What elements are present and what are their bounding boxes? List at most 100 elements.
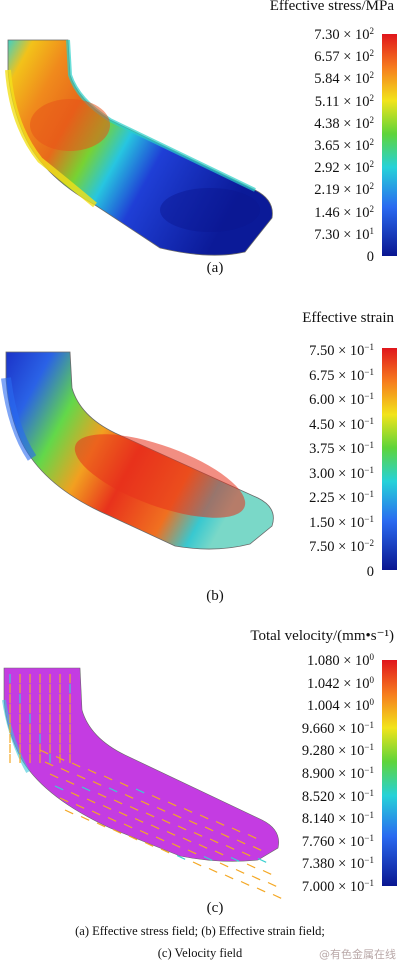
tick-base: × 10 — [334, 788, 365, 805]
colorbar-tick-label: 9.280 × 10−1 — [302, 742, 374, 759]
tick-exponent: −1 — [364, 810, 374, 821]
velocity-arrow — [204, 826, 214, 832]
tick-exponent: −1 — [364, 513, 374, 524]
tick-base: × 10 — [334, 343, 365, 359]
velocity-arrow — [151, 794, 161, 800]
tick-exponent: −1 — [364, 855, 374, 866]
tick-base: × 10 — [339, 182, 370, 199]
colorbar-title: Total velocity/(mm•s⁻¹) — [250, 628, 394, 644]
tick-exponent: −1 — [364, 415, 374, 426]
tick-base: × 10 — [334, 490, 365, 506]
tick-exponent: 2 — [369, 70, 375, 81]
tick-base: × 10 — [334, 416, 365, 433]
velocity-arrow — [49, 773, 59, 779]
velocity-arrow — [60, 767, 70, 773]
velocity-arrow — [183, 807, 193, 813]
velocity-arrow — [81, 786, 91, 792]
strain-field-plot — [1, 351, 274, 550]
velocity-arrow — [224, 874, 234, 880]
tick-mantissa: 2.25 — [309, 490, 335, 506]
colorbar-tick-label: 1.042 × 100 — [307, 674, 375, 692]
tick-exponent: −1 — [364, 765, 374, 775]
velocity-arrow — [145, 812, 155, 818]
tick-exponent: 2 — [369, 26, 375, 36]
tick-exponent: −1 — [364, 489, 374, 499]
tick-base: × 10 — [334, 766, 365, 782]
tick-base: × 10 — [339, 49, 370, 66]
tick-exponent: 2 — [369, 137, 375, 147]
tick-exponent: −1 — [364, 832, 374, 843]
tick-exponent: −1 — [364, 787, 374, 798]
tick-mantissa: 7.30 — [314, 226, 340, 243]
tick-mantissa: 8.900 — [301, 766, 335, 782]
velocity-arrow — [167, 801, 177, 807]
tick-mantissa: 7.000 — [301, 879, 335, 895]
velocity-arrow — [182, 837, 192, 843]
tick-base: × 10 — [339, 653, 370, 669]
colorbar-tick-label: 7.50 × 10−2 — [309, 538, 374, 555]
velocity-arrow — [80, 815, 90, 821]
velocity-arrow — [108, 787, 118, 793]
tick-mantissa: 3.75 — [309, 441, 335, 457]
velocity-arrow — [160, 848, 170, 854]
velocity-arrow — [240, 880, 250, 886]
colorbar-tick-label: 4.50 × 10−1 — [309, 415, 374, 433]
velocity-arrow — [251, 875, 261, 881]
velocity-arrow — [124, 793, 134, 799]
tick-exponent: 0 — [369, 652, 375, 662]
tick-exponent: 0 — [369, 674, 375, 685]
panel-label: (b) — [206, 588, 224, 604]
tick-exponent: −1 — [364, 366, 374, 377]
tick-exponent: 0 — [369, 697, 375, 708]
tick-mantissa: 6.57 — [314, 49, 340, 66]
velocity-arrow — [203, 855, 213, 861]
colorbar-tick-label: 2.92 × 102 — [314, 159, 374, 176]
velocity-arrow — [187, 849, 197, 855]
colorbar-tick-label: 3.00 × 10−1 — [309, 465, 374, 482]
colorbar-tick-label: 6.57 × 102 — [314, 48, 375, 66]
colorbar-tick-label: 7.30 × 102 — [314, 26, 375, 43]
velocity-arrow — [103, 775, 113, 781]
colorbar-tick-label: 9.660 × 10−1 — [302, 720, 374, 737]
velocity-arrow — [39, 749, 49, 755]
tick-base: × 10 — [334, 833, 365, 850]
velocity-arrow — [161, 818, 171, 824]
tick-exponent: 2 — [369, 48, 375, 59]
velocity-arrow — [272, 893, 282, 899]
velocity-arrow — [59, 797, 69, 803]
velocity-arrow — [97, 792, 107, 798]
tick-mantissa: 1.004 — [306, 698, 340, 715]
velocity-arrow — [86, 798, 96, 804]
tick-mantissa: 7.380 — [301, 856, 335, 873]
velocity-arrow — [267, 881, 277, 887]
tick-exponent: 1 — [369, 225, 375, 236]
tick-mantissa: 1.080 — [306, 653, 340, 669]
tick-mantissa: 0 — [366, 563, 374, 580]
colorbar-tick-label: 4.38 × 102 — [314, 115, 374, 132]
colorbar-tick-label: 7.380 × 10−1 — [301, 855, 374, 873]
tick-base: × 10 — [339, 93, 370, 110]
velocity-arrow — [139, 829, 149, 835]
tick-base: × 10 — [334, 465, 365, 482]
tick-mantissa: 3.65 — [314, 138, 340, 154]
velocity-arrow — [107, 816, 117, 822]
velocity-arrow — [257, 857, 267, 863]
colorbar-title: Effective strain — [302, 310, 394, 326]
colorbar-tick-label: 2.25 × 10−1 — [309, 489, 374, 506]
colorbar-tick-label: 7.30 × 101 — [314, 225, 375, 243]
velocity-arrow — [91, 810, 101, 816]
velocity-arrow — [150, 824, 160, 830]
tick-mantissa: 4.38 — [314, 115, 340, 132]
tick-exponent: −1 — [364, 878, 374, 888]
velocity-arrow — [123, 823, 133, 829]
tick-mantissa: 3.00 — [309, 465, 335, 482]
tick-mantissa: 1.50 — [309, 514, 335, 531]
velocity-arrow — [209, 838, 219, 844]
tick-base: × 10 — [334, 367, 365, 384]
velocity-arrow — [44, 761, 54, 767]
velocity-arrow — [236, 839, 246, 845]
tick-mantissa: 8.140 — [301, 811, 335, 828]
velocity-arrow — [65, 779, 75, 785]
velocity-arrows — [9, 674, 282, 899]
panel-label: (a) — [206, 260, 224, 276]
